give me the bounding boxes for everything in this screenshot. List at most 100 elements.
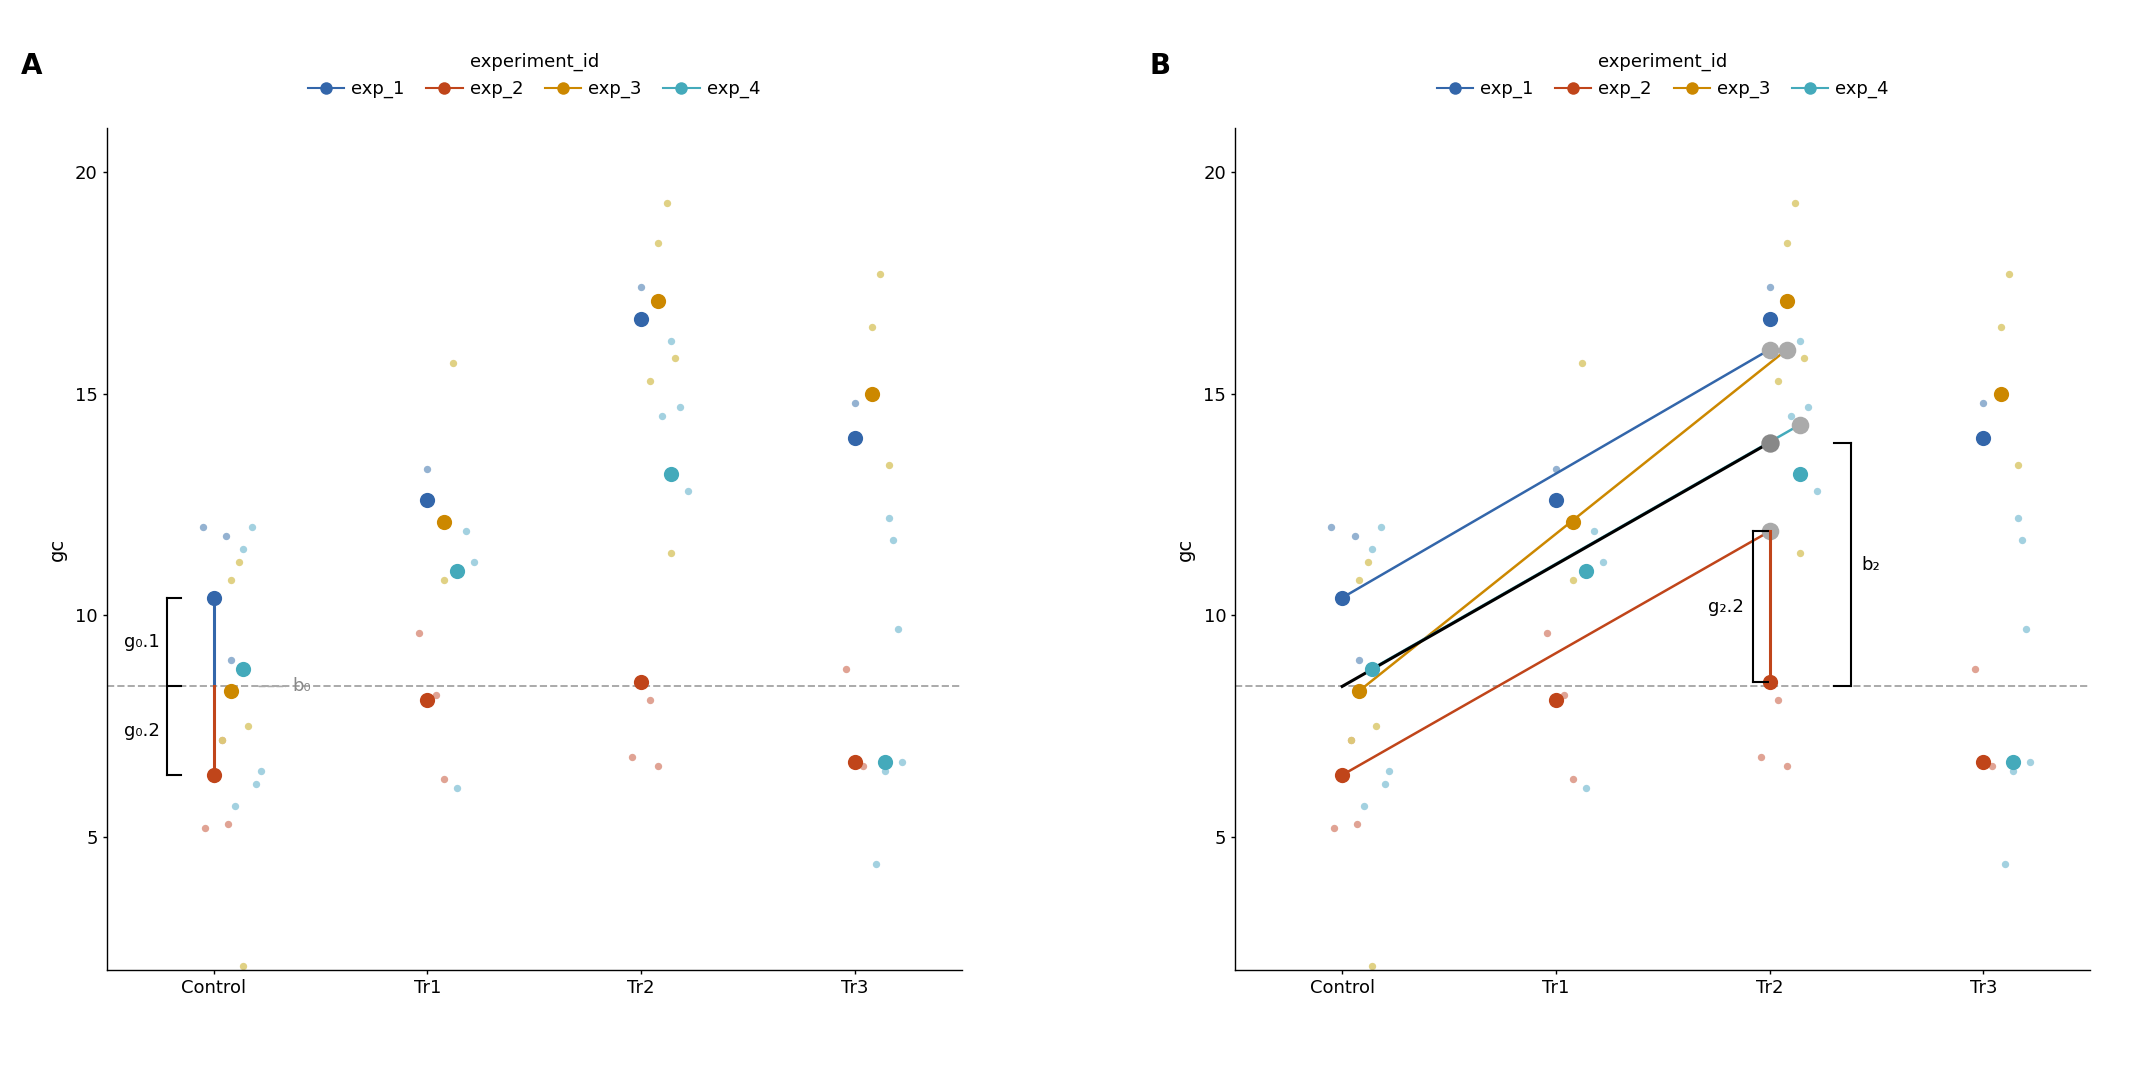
Point (1745, 748, 1779, 765)
Point (1555, 571, 1589, 588)
Y-axis label: gc: gc (1175, 537, 1194, 561)
Point (1354, 660, 1389, 677)
Point (625, 674, 659, 691)
Point (2001, 456, 2035, 473)
Point (881, 620, 915, 637)
Point (616, 748, 651, 765)
Point (226, 660, 260, 677)
Point (1753, 341, 1787, 358)
Point (672, 483, 706, 500)
Point (1996, 754, 2031, 771)
Point (456, 553, 491, 570)
Point (1783, 545, 1817, 562)
Point (885, 754, 919, 771)
Point (655, 465, 689, 482)
Text: g₀.2: g₀.2 (124, 722, 160, 740)
Point (860, 855, 894, 872)
Text: b₀: b₀ (292, 677, 311, 695)
Point (1783, 417, 1817, 434)
Text: A: A (21, 52, 43, 80)
Point (1342, 682, 1376, 699)
Point (418, 687, 452, 704)
Point (855, 319, 889, 336)
Point (448, 522, 482, 539)
Y-axis label: gc: gc (47, 537, 66, 561)
Point (1975, 758, 2009, 775)
Point (1325, 766, 1359, 784)
Point (634, 691, 668, 708)
Point (651, 195, 685, 212)
Point (1753, 674, 1787, 691)
Point (1753, 279, 1787, 296)
Point (1563, 354, 1598, 371)
Point (1555, 514, 1589, 531)
Point (1340, 815, 1374, 833)
Point (226, 540, 260, 558)
Point (1787, 350, 1822, 367)
Point (625, 310, 659, 327)
Point (1354, 957, 1389, 974)
Point (1783, 333, 1817, 350)
Point (1367, 775, 1401, 792)
Point (230, 717, 264, 734)
Point (1337, 528, 1372, 545)
Point (410, 491, 444, 508)
Point (868, 754, 902, 771)
Point (872, 456, 907, 473)
Point (188, 820, 222, 837)
Point (235, 518, 269, 535)
Legend: exp_1, exp_2, exp_3, exp_4: exp_1, exp_2, exp_3, exp_4 (307, 52, 759, 98)
Point (1775, 407, 1809, 424)
Text: g₂.2: g₂.2 (1709, 598, 1745, 615)
Point (1996, 762, 2031, 779)
Point (196, 589, 230, 607)
Point (663, 399, 697, 416)
Text: g₀.1: g₀.1 (124, 633, 160, 651)
Point (211, 815, 245, 833)
Point (1753, 434, 1787, 451)
Point (1770, 292, 1805, 309)
Point (1992, 265, 2026, 282)
Point (659, 350, 693, 367)
Point (205, 731, 239, 748)
Point (1800, 483, 1834, 500)
Point (1346, 797, 1380, 814)
Point (855, 385, 889, 402)
Point (872, 510, 907, 527)
Point (196, 771, 230, 788)
Point (213, 571, 247, 588)
Point (1342, 571, 1376, 588)
Point (1984, 385, 2018, 402)
Point (655, 333, 689, 350)
Point (1314, 518, 1348, 535)
Text: b₂: b₂ (1862, 555, 1881, 574)
Point (196, 766, 230, 784)
Point (642, 758, 676, 775)
Point (1762, 691, 1796, 708)
Point (1538, 491, 1572, 508)
Point (877, 532, 911, 549)
Point (239, 775, 273, 792)
Point (1753, 522, 1787, 539)
Point (226, 957, 260, 974)
Point (1359, 717, 1393, 734)
Point (401, 625, 435, 642)
Point (427, 514, 461, 531)
Point (830, 660, 864, 677)
Point (186, 518, 220, 535)
Point (218, 797, 252, 814)
Point (1770, 758, 1805, 775)
Point (838, 754, 872, 771)
Point (1325, 771, 1359, 788)
Point (1762, 372, 1796, 389)
Point (1770, 341, 1805, 358)
Point (1529, 625, 1563, 642)
Point (1333, 731, 1367, 748)
Point (2014, 754, 2048, 771)
Point (1783, 465, 1817, 482)
Point (427, 571, 461, 588)
Point (1363, 518, 1397, 535)
Legend: exp_1, exp_2, exp_3, exp_4: exp_1, exp_2, exp_3, exp_4 (1438, 52, 1890, 98)
Point (222, 553, 256, 570)
Point (1967, 430, 2001, 447)
